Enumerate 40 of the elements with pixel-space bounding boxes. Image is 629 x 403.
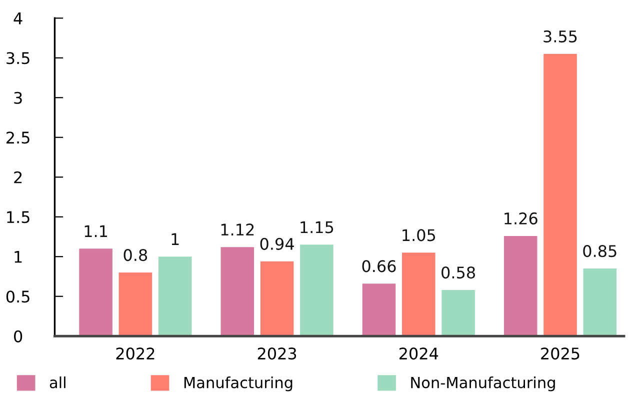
x-tick-label: 2024 <box>399 347 438 360</box>
x-tick-label: 2023 <box>258 347 296 360</box>
bar <box>158 256 192 336</box>
bar <box>79 248 112 336</box>
bar <box>544 54 577 336</box>
data-label: 0.85 <box>583 245 616 258</box>
bar <box>118 272 152 336</box>
data-label: 1.05 <box>402 229 436 242</box>
data-label: 3.55 <box>544 30 577 42</box>
y-tick-label: 0.5 <box>6 290 30 303</box>
bar <box>260 261 294 336</box>
data-label: 1.1 <box>84 225 108 238</box>
data-label: 0.66 <box>362 260 396 272</box>
bar <box>362 284 396 336</box>
bar <box>442 290 475 336</box>
data-label: 0.58 <box>442 266 475 279</box>
y-tick-label: 4 <box>14 12 22 24</box>
data-label: 0.94 <box>260 238 294 250</box>
y-tick-label: 3 <box>14 92 22 104</box>
data-label: 0.8 <box>124 249 148 262</box>
y-tick-label: 0 <box>14 330 22 342</box>
legend-label: all <box>50 376 66 388</box>
legend-label: Manufacturing <box>184 376 292 392</box>
data-label: 1 <box>172 233 179 245</box>
x-tick-label: 2022 <box>116 347 154 360</box>
y-tick-label: 3.5 <box>6 52 30 64</box>
bar <box>504 236 538 336</box>
x-tick-label: 2025 <box>541 347 580 360</box>
bar <box>402 252 436 336</box>
y-tick-label: 2.5 <box>6 132 30 144</box>
data-label: 1.26 <box>504 212 538 225</box>
bar <box>583 268 617 336</box>
y-tick-label: 1 <box>14 251 22 263</box>
bar <box>220 247 254 336</box>
legend-label: Non-Manufacturing <box>411 376 555 392</box>
bar <box>300 244 334 336</box>
y-tick-label: 2 <box>14 171 22 184</box>
y-tick-label: 1.5 <box>7 211 30 224</box>
data-label: 1.12 <box>221 224 254 236</box>
data-label: 1.15 <box>300 221 334 234</box>
